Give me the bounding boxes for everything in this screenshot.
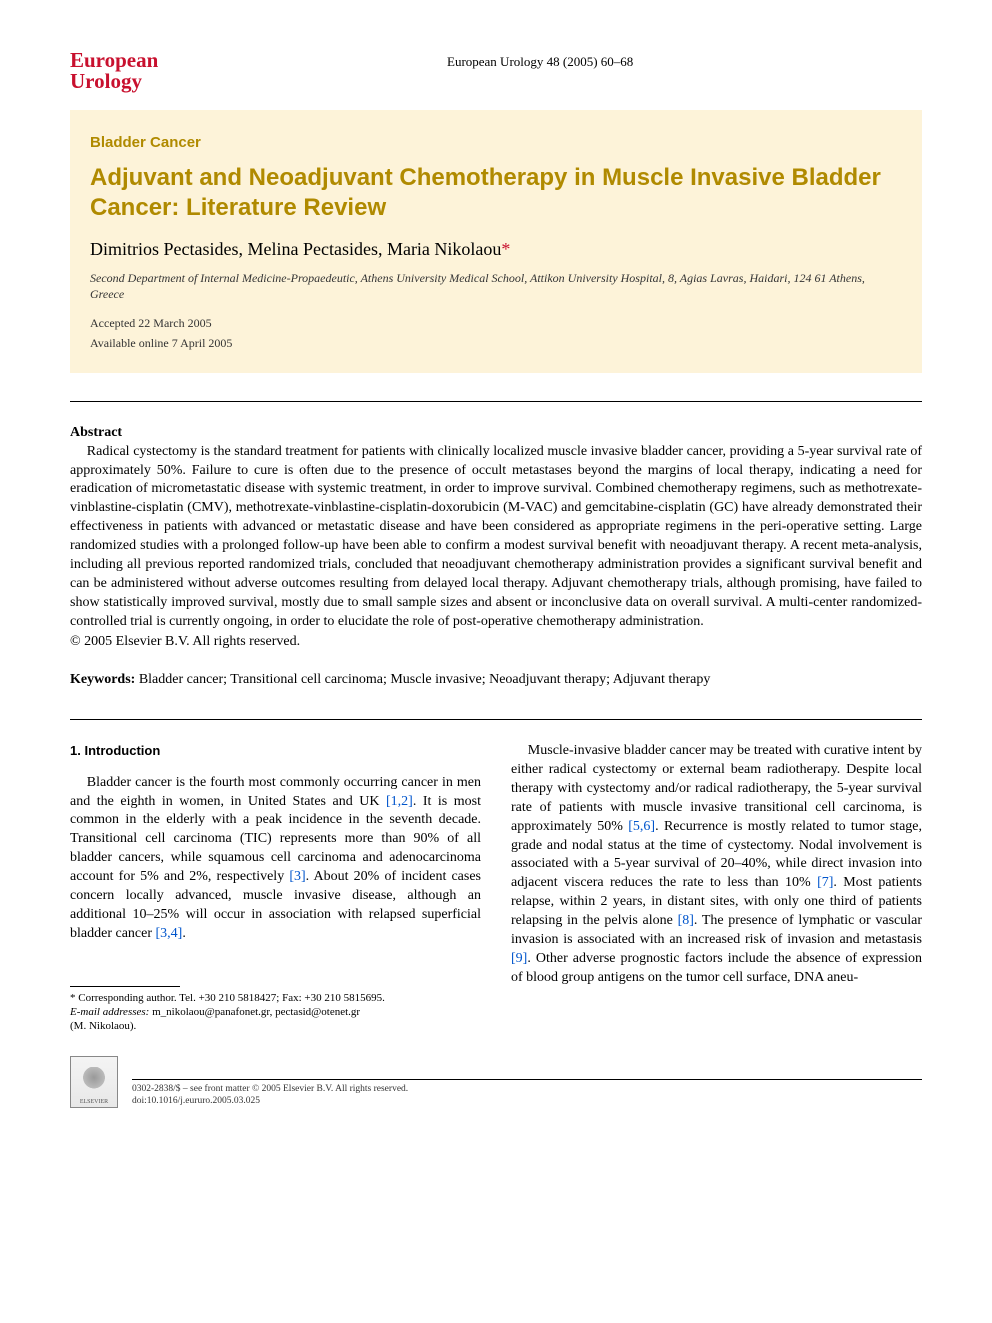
p2e: . Other adverse prognostic factors inclu…	[511, 951, 922, 985]
dates-block: Accepted 22 March 2005 Available online …	[90, 314, 902, 352]
intro-para-1: Bladder cancer is the fourth most common…	[70, 774, 481, 944]
section-number: 1.	[70, 743, 81, 758]
divider-top	[70, 401, 922, 402]
abstract-body: Radical cystectomy is the standard treat…	[70, 443, 922, 632]
journal-name-line2: Urology	[70, 71, 158, 92]
footnote-name: (M. Nikolaou).	[70, 1019, 481, 1033]
ref-link-2[interactable]: [3]	[289, 869, 305, 884]
abstract-block: Abstract Radical cystectomy is the stand…	[70, 424, 922, 650]
footnote: * Corresponding author. Tel. +30 210 581…	[70, 991, 481, 1034]
ref-link-4[interactable]: [5,6]	[628, 819, 655, 834]
affiliation: Second Department of Internal Medicine-P…	[90, 270, 902, 302]
footnote-wrap: * Corresponding author. Tel. +30 210 581…	[70, 986, 481, 1034]
authors: Dimitrios Pectasides, Melina Pectasides,…	[90, 239, 902, 260]
keywords-label: Keywords:	[70, 672, 135, 687]
corresponding-asterisk: *	[501, 239, 510, 259]
footnote-corr: * Corresponding author. Tel. +30 210 581…	[70, 991, 481, 1005]
footnote-email-values: m_nikolaou@panafonet.gr, pectasid@otenet…	[149, 1006, 360, 1018]
title-block: Bladder Cancer Adjuvant and Neoadjuvant …	[70, 110, 922, 373]
intro-para-2: Muscle-invasive bladder cancer may be tr…	[511, 742, 922, 988]
keywords-text: Bladder cancer; Transitional cell carcin…	[135, 672, 710, 687]
available-date: Available online 7 April 2005	[90, 334, 902, 353]
section-label: Bladder Cancer	[90, 134, 902, 151]
ref-link-7[interactable]: [9]	[511, 951, 527, 966]
journal-name-line1: European	[70, 50, 158, 71]
abstract-copyright: © 2005 Elsevier B.V. All rights reserved…	[70, 634, 922, 650]
ref-link-1[interactable]: [1,2]	[386, 794, 413, 809]
footnote-email-label: E-mail addresses:	[70, 1006, 149, 1018]
footer-bar: ELSEVIER 0302-2838/$ – see front matter …	[70, 1056, 922, 1108]
elsevier-tree-icon	[80, 1067, 108, 1097]
header-row: European Urology European Urology 48 (20…	[70, 50, 922, 92]
elsevier-text: ELSEVIER	[80, 1099, 108, 1105]
ref-link-5[interactable]: [7]	[817, 875, 833, 890]
divider-bottom	[70, 719, 922, 720]
elsevier-logo: ELSEVIER	[70, 1056, 118, 1108]
p1d: .	[182, 926, 186, 941]
page-container: European Urology European Urology 48 (20…	[0, 0, 992, 1138]
footnote-emails: E-mail addresses: m_nikolaou@panafonet.g…	[70, 1005, 481, 1019]
footer-doi: doi:10.1016/j.eururo.2005.03.025	[132, 1095, 922, 1107]
ref-link-3[interactable]: [3,4]	[156, 926, 183, 941]
ref-link-6[interactable]: [8]	[678, 913, 694, 928]
abstract-text: Abstract Radical cystectomy is the stand…	[70, 424, 922, 632]
authors-names: Dimitrios Pectasides, Melina Pectasides,…	[90, 239, 501, 259]
body-columns: 1. Introduction Bladder cancer is the fo…	[70, 742, 922, 1033]
footer-text: 0302-2838/$ – see front matter © 2005 El…	[132, 1079, 922, 1108]
section-title: Introduction	[84, 743, 160, 758]
footnote-rule	[70, 986, 180, 987]
footer-line: 0302-2838/$ – see front matter © 2005 El…	[132, 1083, 922, 1095]
header-citation: European Urology 48 (2005) 60–68	[158, 50, 922, 70]
section-heading: 1. Introduction	[70, 742, 481, 760]
abstract-heading: Abstract	[70, 425, 122, 440]
article-title: Adjuvant and Neoadjuvant Chemotherapy in…	[90, 163, 902, 223]
journal-logo: European Urology	[70, 50, 158, 92]
accepted-date: Accepted 22 March 2005	[90, 314, 902, 333]
keywords-block: Keywords: Bladder cancer; Transitional c…	[70, 670, 922, 690]
